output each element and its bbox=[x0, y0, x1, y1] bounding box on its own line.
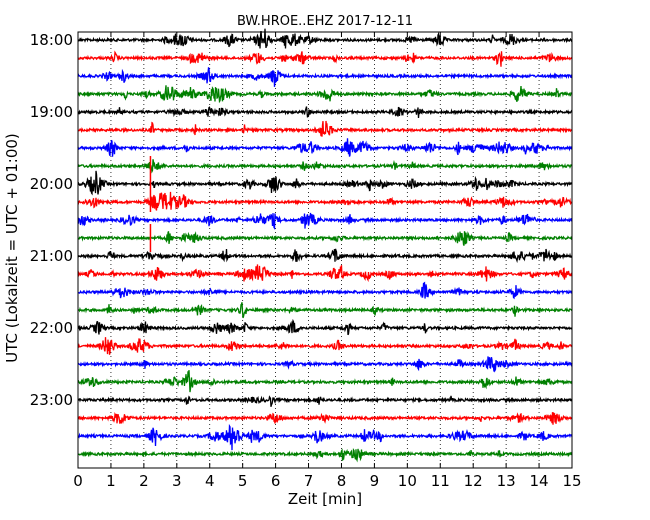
trace-row-2000 bbox=[77, 170, 573, 196]
x-tick-label: 0 bbox=[73, 472, 83, 490]
x-tick-label: 2 bbox=[139, 472, 149, 490]
trace-row-2200 bbox=[77, 318, 573, 336]
grid-lines bbox=[110, 32, 540, 468]
trace-row-2245 bbox=[77, 370, 573, 393]
x-axis-label: Zeit [min] bbox=[288, 490, 362, 508]
trace-row-1900 bbox=[77, 106, 573, 119]
trace-row-2230 bbox=[77, 356, 573, 373]
y-axis-label: UTC (Lokalzeit = UTC + 01:00) bbox=[3, 133, 21, 363]
trace-row-1930 bbox=[77, 138, 573, 157]
chart-title: BW.HROE..EHZ 2017-12-11 bbox=[237, 14, 413, 29]
x-tick-label: 12 bbox=[464, 472, 483, 490]
y-axis: 18:00 19:00 20:00 21:00 22:00 23:00 bbox=[30, 31, 572, 409]
x-tick-label: 15 bbox=[562, 472, 581, 490]
x-tick-label: 11 bbox=[431, 472, 450, 490]
trace-row-2030 bbox=[77, 212, 573, 231]
trace-row-1800 bbox=[77, 28, 573, 49]
trace-row-1945 bbox=[77, 159, 573, 174]
y-tick-label: 20:00 bbox=[30, 175, 73, 193]
x-tick-label: 5 bbox=[238, 472, 248, 490]
trace-row-2115 bbox=[77, 264, 573, 283]
y-tick-label: 21:00 bbox=[30, 247, 73, 265]
trace-row-2130 bbox=[77, 281, 573, 300]
x-tick-label: 4 bbox=[205, 472, 215, 490]
x-tick-label: 7 bbox=[304, 472, 314, 490]
trace-row-1915 bbox=[77, 120, 573, 137]
x-tick-label: 1 bbox=[106, 472, 116, 490]
trace-row-2015 bbox=[77, 191, 573, 211]
plot-frame bbox=[77, 31, 573, 469]
trace-row-1845 bbox=[77, 85, 573, 104]
y-tick-label: 18:00 bbox=[30, 31, 73, 49]
traces bbox=[77, 28, 573, 463]
x-tick-label: 13 bbox=[497, 472, 516, 490]
x-tick-label: 9 bbox=[370, 472, 380, 490]
trace-row-2145 bbox=[77, 302, 573, 319]
x-tick-label: 8 bbox=[337, 472, 347, 490]
trace-row-1830 bbox=[77, 66, 573, 87]
trace-row-2045 bbox=[77, 231, 573, 246]
x-tick-label: 6 bbox=[271, 472, 281, 490]
trace-row-2300 bbox=[77, 395, 573, 407]
y-tick-label: 23:00 bbox=[30, 391, 73, 409]
x-tick-label: 10 bbox=[398, 472, 417, 490]
trace-row-2330 bbox=[77, 423, 573, 451]
trace-row-2345 bbox=[77, 448, 573, 463]
trace-row-2315 bbox=[77, 411, 573, 425]
x-tick-label: 14 bbox=[530, 472, 549, 490]
trace-row-2215 bbox=[77, 337, 573, 355]
trace-row-1815 bbox=[77, 50, 573, 67]
x-axis: 0 1 2 3 4 5 6 7 8 9 10 11 12 13 14 15 bbox=[73, 32, 582, 490]
x-tick-label: 3 bbox=[172, 472, 182, 490]
y-tick-label: 22:00 bbox=[30, 319, 73, 337]
y-tick-label: 19:00 bbox=[30, 103, 73, 121]
trace-row-2100 bbox=[77, 248, 573, 264]
